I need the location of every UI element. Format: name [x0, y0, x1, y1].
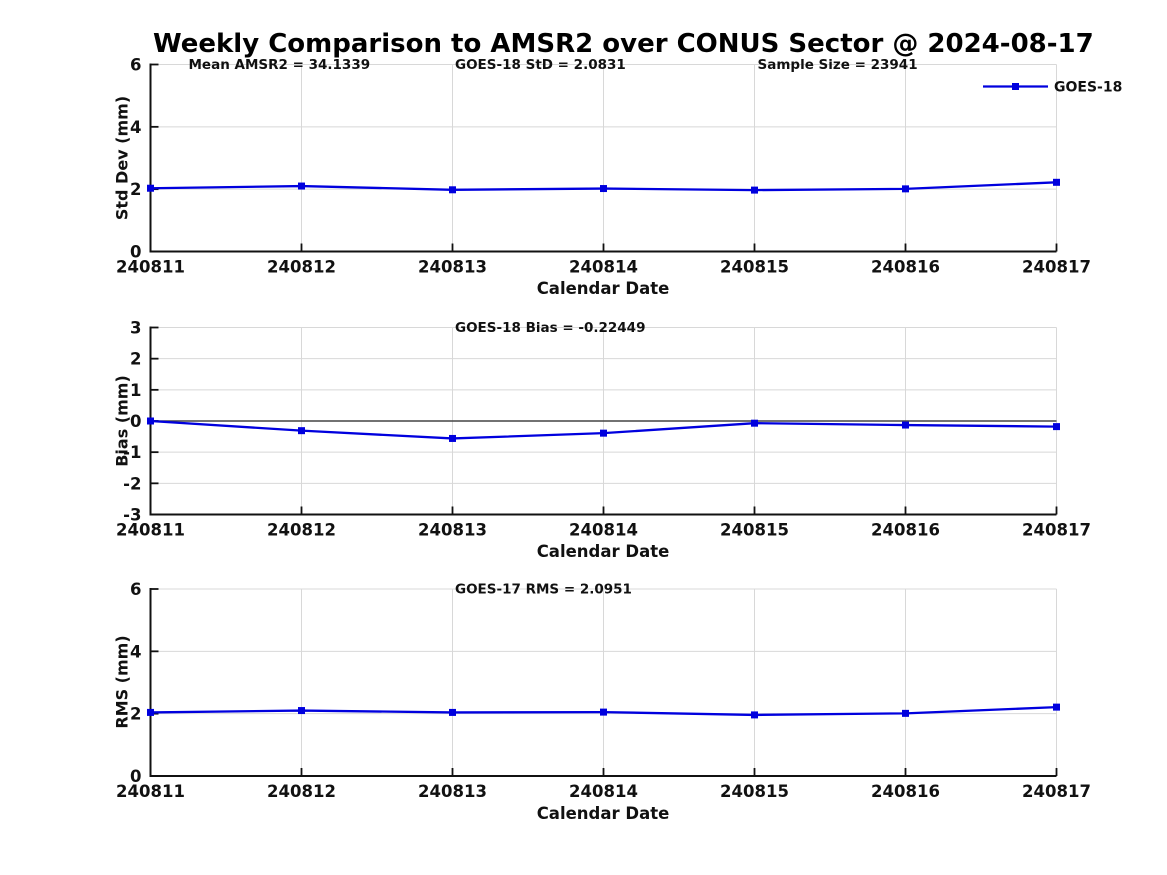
- data-point-marker: [1053, 703, 1060, 711]
- chart-bias: 240811 240812 240813 240814 240815 240816 2408…: [116, 319, 1091, 540]
- y-tick-label: 1: [130, 381, 141, 400]
- data-point-marker: [600, 708, 607, 716]
- y-tick-label: 0: [130, 243, 141, 262]
- legend-label: GOES-18: [1054, 80, 1122, 96]
- chart-annotation: GOES-18 Bias = -0.22449: [455, 320, 645, 336]
- y-tick-label: -1: [123, 443, 141, 462]
- x-tick-label: 240816: [871, 782, 940, 801]
- data-point-marker: [147, 184, 154, 192]
- data-point-marker: [298, 182, 305, 190]
- x-tick-label: 240811: [116, 782, 185, 801]
- data-point-marker: [751, 711, 758, 719]
- ylabel-rms: RMS (mm): [112, 635, 132, 729]
- data-point-marker: [298, 427, 305, 435]
- chart-annotation: Mean AMSR2 = 34.1339: [189, 57, 371, 73]
- x-tick-label: 240814: [569, 782, 638, 801]
- data-point-marker: [298, 707, 305, 715]
- xlabel-calendar-date-1: Calendar Date: [536, 279, 670, 298]
- data-point-marker: [147, 417, 154, 425]
- y-tick-label: 6: [130, 580, 141, 599]
- x-tick-label: 240816: [871, 258, 940, 277]
- data-point-marker: [751, 419, 758, 427]
- y-tick-label: -2: [123, 474, 141, 493]
- x-tick-label: 240814: [569, 521, 638, 540]
- data-point-marker: [902, 185, 909, 193]
- y-tick-label: 4: [130, 118, 141, 137]
- ylabel-bias: Bias (mm): [112, 375, 132, 467]
- y-tick-label: 6: [130, 56, 141, 75]
- chart-annotation: Sample Size = 23941: [758, 57, 918, 73]
- y-tick-label: 0: [130, 412, 141, 431]
- x-tick-label: 240814: [569, 258, 638, 277]
- x-tick-label: 240812: [267, 521, 336, 540]
- data-point-marker: [449, 434, 456, 442]
- chart-rms: 240811 240812 240813 240814 240815 240816 2408…: [116, 580, 1091, 801]
- x-tick-label: 240812: [267, 782, 336, 801]
- xlabel-calendar-date-3: Calendar Date: [536, 804, 670, 823]
- x-tick-label: 240817: [1022, 521, 1091, 540]
- x-tick-label: 240815: [720, 782, 789, 801]
- xlabel-calendar-date-2: Calendar Date: [536, 542, 670, 561]
- data-point-marker: [600, 429, 607, 437]
- data-point-marker: [1053, 178, 1060, 186]
- figure-title: Weekly Comparison to AMSR2 over CONUS Se…: [153, 29, 1094, 59]
- x-tick-label: 240811: [116, 521, 185, 540]
- y-tick-label: 4: [130, 642, 141, 661]
- chart-annotation: GOES-18 StD = 2.0831: [455, 57, 626, 73]
- y-tick-label: -3: [123, 506, 141, 525]
- data-point-marker: [600, 185, 607, 193]
- x-tick-label: 240815: [720, 258, 789, 277]
- x-tick-label: 240813: [418, 782, 487, 801]
- legend: GOES-18: [983, 80, 1122, 96]
- y-tick-label: 2: [130, 705, 141, 724]
- legend-marker: [1012, 83, 1019, 90]
- y-tick-label: 2: [130, 350, 141, 369]
- data-point-marker: [449, 708, 456, 716]
- data-point-marker: [902, 421, 909, 429]
- y-tick-label: 2: [130, 180, 141, 199]
- x-tick-label: 240817: [1022, 782, 1091, 801]
- data-point-marker: [449, 186, 456, 194]
- x-tick-label: 240816: [871, 521, 940, 540]
- x-tick-label: 240813: [418, 521, 487, 540]
- x-tick-label: 240811: [116, 258, 185, 277]
- data-point-marker: [1053, 423, 1060, 431]
- chart-annotation: GOES-17 RMS = 2.0951: [455, 582, 632, 598]
- x-tick-label: 240817: [1022, 258, 1091, 277]
- y-tick-label: 0: [130, 767, 141, 786]
- x-tick-label: 240812: [267, 258, 336, 277]
- x-tick-label: 240813: [418, 258, 487, 277]
- ylabel-std-dev: Std Dev (mm): [112, 95, 132, 221]
- chart-std-dev: 240811 240812 240813 240814 240815 240816 2408…: [116, 56, 1122, 277]
- x-tick-label: 240815: [720, 521, 789, 540]
- data-point-marker: [751, 186, 758, 194]
- data-point-marker: [147, 708, 154, 716]
- data-point-marker: [902, 709, 909, 717]
- y-tick-label: 3: [130, 319, 141, 338]
